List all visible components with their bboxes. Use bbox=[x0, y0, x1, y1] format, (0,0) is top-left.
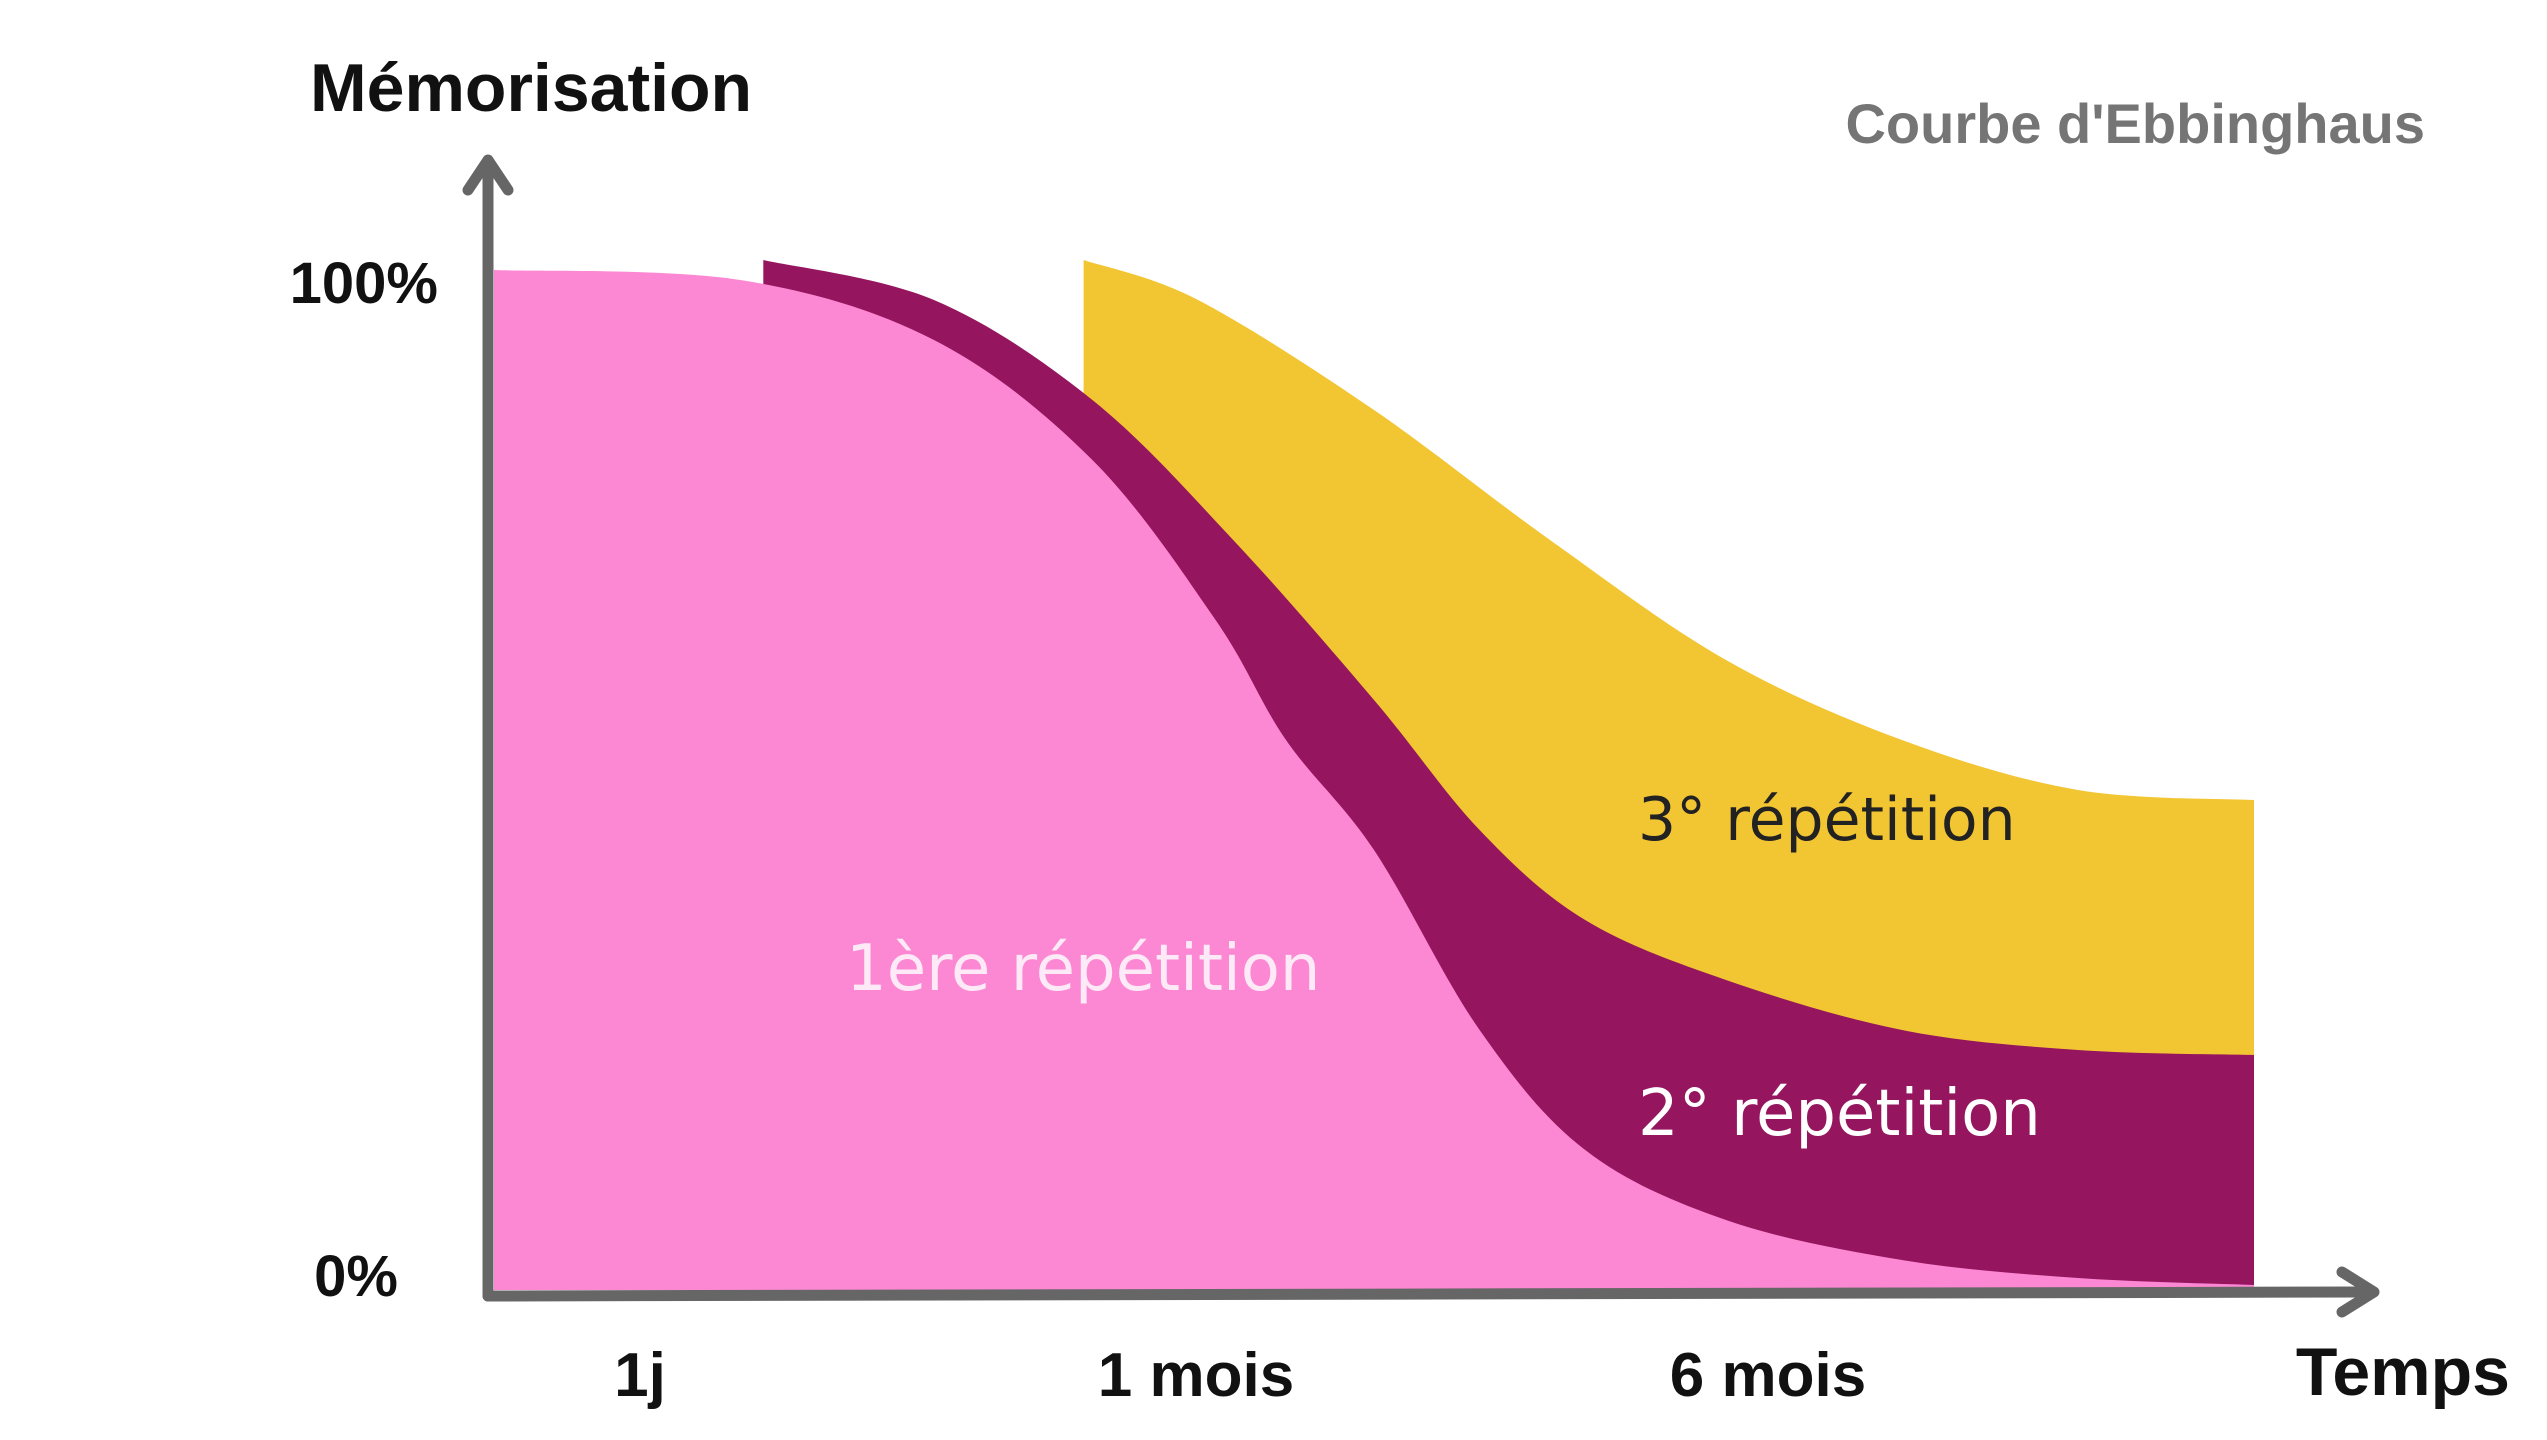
y-tick-label-min: 0% bbox=[314, 1244, 398, 1309]
areas-layer bbox=[494, 260, 2254, 1290]
x-axis-line bbox=[482, 1286, 2374, 1302]
series-label-repetition-2: 2° répétition bbox=[1638, 1077, 2041, 1151]
chart-title: Courbe d'Ebbinghaus bbox=[1845, 92, 2425, 155]
x-axis-arrowhead-icon bbox=[2336, 1266, 2380, 1318]
x-tick-label: 1j bbox=[614, 1341, 666, 1410]
x-axis-label: Temps bbox=[2296, 1334, 2510, 1410]
x-tick-label: 1 mois bbox=[1098, 1341, 1294, 1410]
series-labels-layer: 1ère répétition 2° répétition 3° répétitio… bbox=[846, 785, 2041, 1151]
y-axis-arrowhead-icon bbox=[462, 154, 514, 196]
area-repetition-1 bbox=[494, 270, 2254, 1290]
x-tick-label: 6 mois bbox=[1670, 1341, 1866, 1410]
series-label-repetition-1: 1ère répétition bbox=[846, 932, 1320, 1006]
y-tick-label-max: 100% bbox=[290, 251, 438, 316]
axes-layer bbox=[462, 154, 2380, 1318]
series-label-repetition-3: 3° répétition bbox=[1638, 785, 2016, 855]
y-axis-label: Mémorisation bbox=[310, 50, 752, 126]
